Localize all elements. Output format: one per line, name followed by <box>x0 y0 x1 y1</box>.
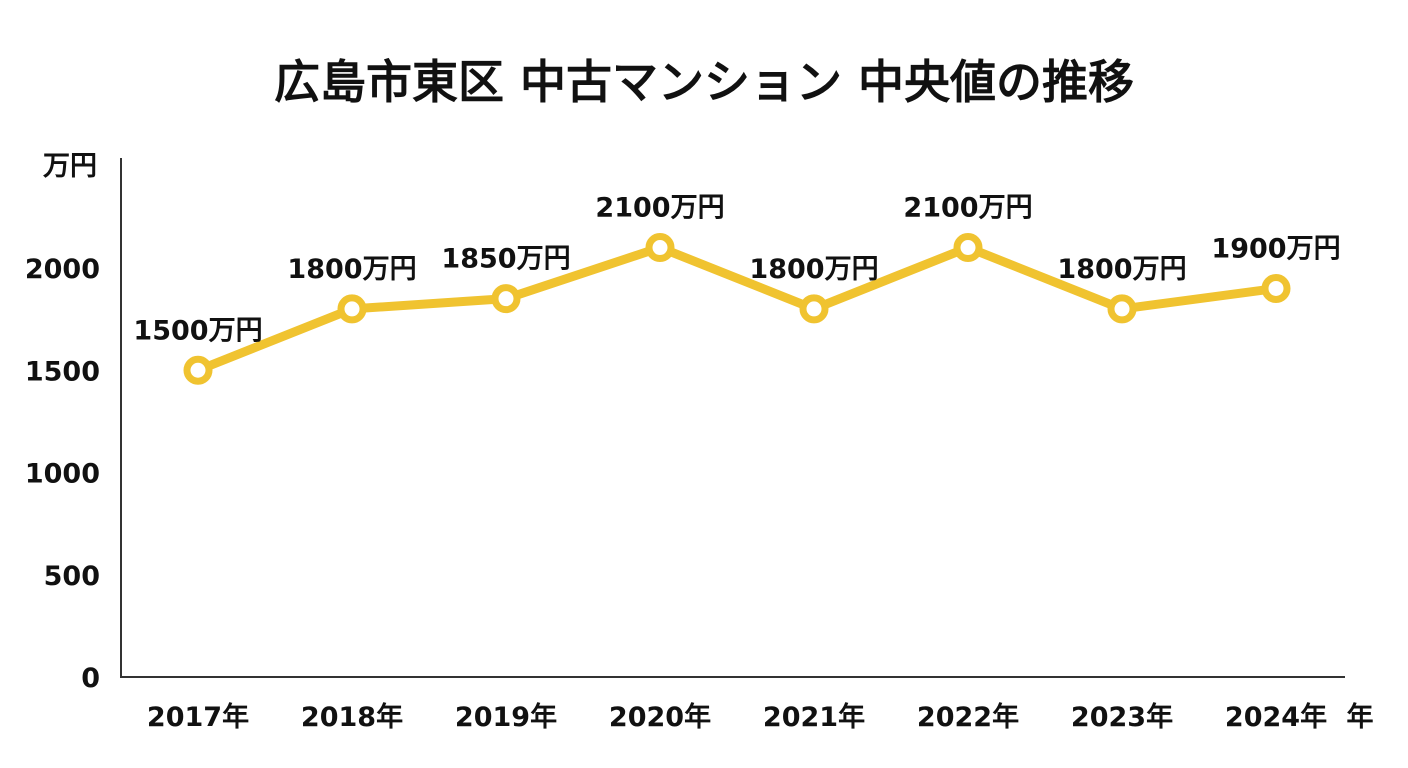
data-label: 1800万円 <box>749 254 878 285</box>
data-point <box>1261 273 1291 303</box>
x-tick-label: 2018年 <box>301 701 403 733</box>
data-labels: 1500万円 1800万円 1850万円 2100万円 1800万円 2100万円 1800… <box>133 193 1340 347</box>
data-label: 1900万円 <box>1211 233 1340 264</box>
data-point <box>491 284 521 314</box>
x-tick-label: 2024年 <box>1225 701 1327 733</box>
y-axis-ticks: 0 500 1000 1500 2000 <box>25 254 100 694</box>
data-label: 2100万円 <box>595 193 724 224</box>
x-axis-unit-label: 年 <box>1347 701 1374 733</box>
series-line <box>193 243 1281 375</box>
data-point <box>799 294 829 324</box>
y-axis-unit-label: 万円 <box>43 151 97 182</box>
y-tick-label: 1000 <box>25 459 100 490</box>
x-axis-ticks: 2017年 2018年 2019年 2020年 2021年 2022年 2023年 2024年 <box>147 701 1327 733</box>
data-label: 1500万円 <box>133 315 262 346</box>
data-point <box>645 233 675 263</box>
x-tick-label: 2019年 <box>455 701 557 733</box>
x-tick-label: 2022年 <box>917 701 1019 733</box>
x-tick-label: 2020年 <box>609 701 711 733</box>
data-point <box>183 355 213 385</box>
data-point <box>953 233 983 263</box>
data-point <box>337 294 367 324</box>
x-tick-label: 2017年 <box>147 701 249 733</box>
data-label: 1850万円 <box>441 244 570 275</box>
y-tick-label: 2000 <box>25 254 100 285</box>
data-point <box>1107 294 1137 324</box>
y-tick-label: 0 <box>81 663 100 694</box>
data-label: 2100万円 <box>903 193 1032 224</box>
x-tick-label: 2023年 <box>1071 701 1173 733</box>
y-tick-label: 1500 <box>25 356 100 387</box>
data-label: 1800万円 <box>1057 254 1186 285</box>
y-tick-label: 500 <box>44 561 100 592</box>
data-points <box>183 233 1291 385</box>
data-label: 1800万円 <box>287 254 416 285</box>
x-tick-label: 2021年 <box>763 701 865 733</box>
chart-title: 広島市東区 中古マンション 中央値の推移 <box>274 55 1134 109</box>
